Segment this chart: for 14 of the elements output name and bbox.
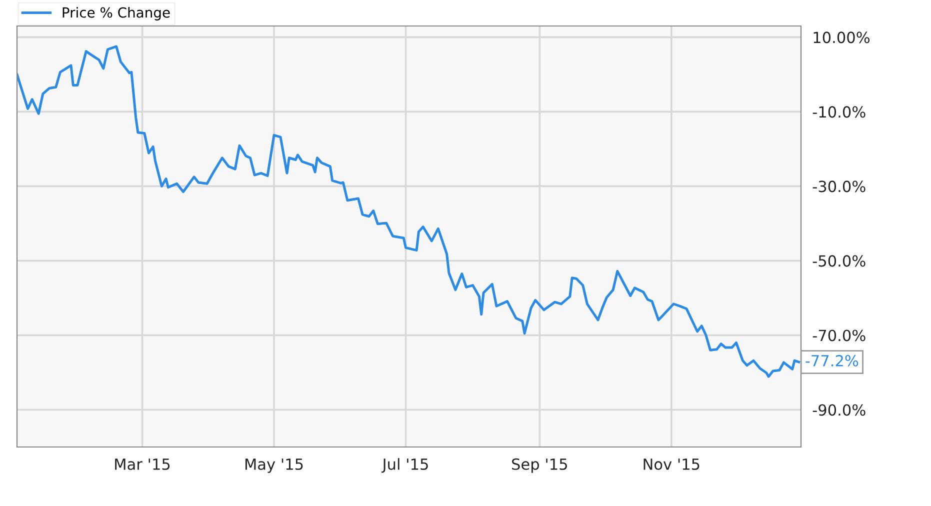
y-tick-label: -50.0% (812, 255, 866, 267)
y-tick-label: -10.0% (812, 106, 866, 118)
legend-label: Price % Change (62, 7, 170, 20)
y-tick-label: -30.0% (812, 180, 866, 192)
x-tick-label: Mar '15 (115, 458, 170, 470)
x-tick-label: May '15 (245, 458, 303, 473)
y-tick-label: -70.0% (812, 330, 866, 342)
y-tick-label: -90.0% (812, 404, 866, 416)
line-series (17, 45, 800, 378)
x-tick-label: Sep '15 (512, 458, 567, 473)
x-tick-label: Nov '15 (644, 458, 700, 470)
x-tick-label: Jul '15 (382, 458, 428, 473)
annotation: -77.2% (806, 354, 858, 366)
y-tick-label: 10.00% (814, 32, 870, 44)
